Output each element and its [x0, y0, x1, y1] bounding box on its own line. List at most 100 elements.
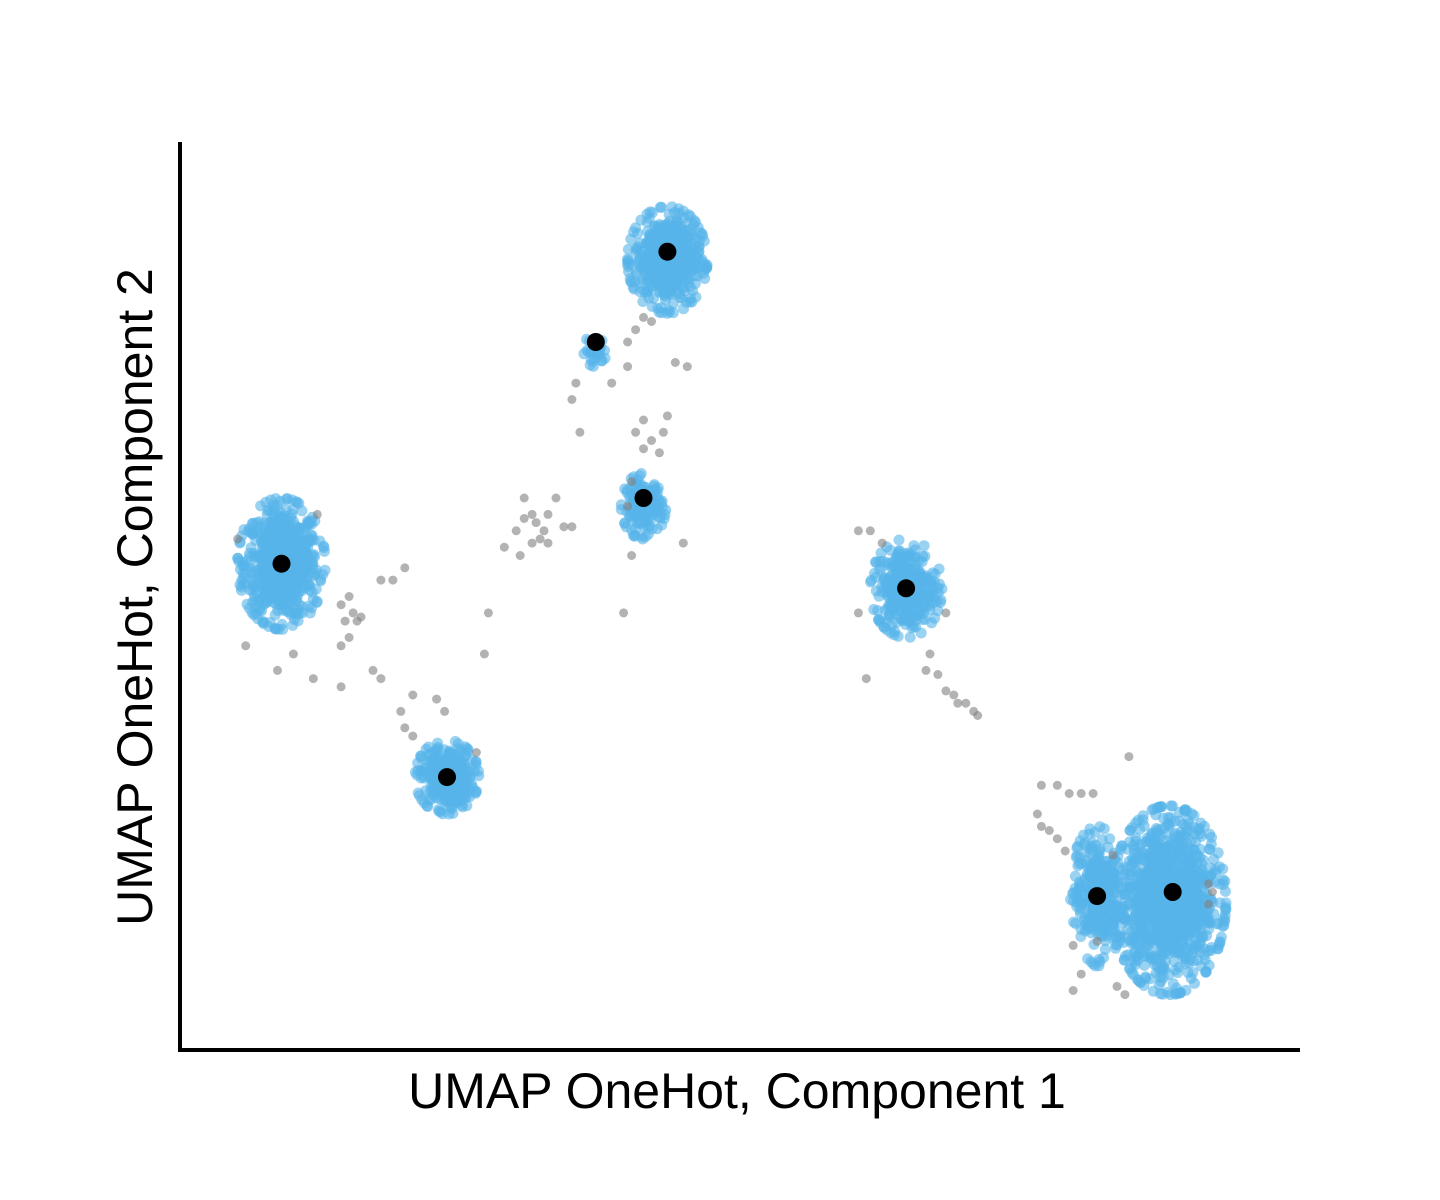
cluster-6-point [904, 631, 916, 643]
cluster-8-point [1208, 853, 1220, 865]
cluster-5-point [635, 261, 646, 273]
cluster-1-point [296, 505, 308, 517]
cluster-8-point [1187, 967, 1199, 978]
noise-point [925, 649, 935, 659]
cluster-8-point [1107, 877, 1119, 889]
cluster-4-point [637, 533, 649, 545]
cluster-8-point [1168, 955, 1180, 967]
cluster-1-point [311, 596, 323, 607]
cluster-1-point [305, 567, 316, 579]
noise-point [368, 665, 378, 675]
cluster-2-point [421, 800, 433, 812]
noise-point [678, 538, 688, 548]
noise-point [1068, 940, 1078, 950]
cluster-5-point [658, 266, 670, 278]
noise-point [658, 427, 668, 437]
noise-point [1076, 789, 1086, 798]
noise-point [519, 514, 529, 523]
cluster-8-point [1126, 967, 1138, 979]
cluster-5-point [630, 222, 641, 234]
cluster-1-point [305, 529, 317, 541]
cluster-8-point [1153, 979, 1165, 991]
noise-point [953, 698, 963, 708]
cluster-6-point [926, 581, 938, 593]
cluster-1-point [253, 603, 265, 615]
cluster-5-point [643, 292, 655, 304]
cluster-8-point [1206, 942, 1218, 953]
noise-point [348, 608, 358, 618]
cluster-7-point [1089, 826, 1101, 838]
cluster-8-point [1181, 928, 1193, 940]
cluster-1-point [268, 525, 280, 537]
noise-point [511, 526, 521, 536]
cluster-1-point [292, 544, 304, 556]
cluster-8-point [1165, 928, 1177, 940]
cluster-1-point [274, 506, 286, 518]
cluster-6-point [876, 562, 888, 574]
cluster-8-point [1191, 871, 1202, 883]
cluster-8-point [1205, 869, 1217, 880]
noise-point [567, 522, 577, 532]
cluster-2-point [442, 787, 453, 799]
cluster-8-point [1172, 967, 1184, 979]
cluster-7-point [1069, 870, 1081, 882]
noise-point [408, 690, 418, 700]
cluster-8-point [1170, 936, 1182, 948]
cluster-6-point [935, 594, 947, 606]
cluster-2-point [458, 773, 470, 785]
noise-point [877, 538, 887, 548]
noise-point [288, 649, 298, 659]
cluster-8-point [1177, 871, 1189, 883]
noise-point [1036, 780, 1046, 790]
cluster-4-point [659, 509, 671, 521]
centroid-marker-3 [586, 333, 605, 351]
noise-point [865, 526, 875, 536]
centroid-marker-1 [272, 554, 291, 573]
noise-point [647, 317, 656, 326]
cluster-7-point [1092, 928, 1104, 940]
cluster-8-point [1129, 848, 1141, 860]
cluster-7-point [1075, 923, 1087, 935]
noise-point [1052, 780, 1062, 790]
cluster-8-point [1154, 988, 1166, 1000]
cluster-1-point [319, 564, 331, 576]
cluster-3-point [596, 355, 608, 367]
noise-point [340, 616, 350, 626]
cluster-8-point [1194, 843, 1206, 855]
cluster-8-point [1137, 946, 1149, 958]
noise-point [241, 641, 251, 651]
noise-point [1204, 879, 1213, 889]
noise-point [344, 633, 354, 642]
cluster-8-point [1190, 922, 1202, 934]
centroid-markers-layer [272, 242, 1182, 906]
noise-point [1092, 936, 1102, 946]
cluster-5-point [664, 306, 676, 318]
noise-point [1108, 850, 1118, 860]
cluster-6-point [888, 629, 900, 641]
noise-point [479, 649, 489, 659]
noise-point [567, 395, 577, 404]
cluster-4-point [651, 523, 663, 535]
noise-point [400, 563, 410, 573]
noise-point [647, 436, 656, 445]
noise-point [531, 518, 541, 528]
cluster-2-point [461, 746, 473, 758]
cluster-8-point [1115, 843, 1126, 855]
cluster-1-point [304, 584, 316, 596]
cluster-5-point [635, 214, 647, 226]
noise-point [1032, 809, 1042, 819]
cluster-8-point [1124, 825, 1136, 836]
cluster-8-point [1124, 935, 1136, 947]
cluster-6-point [936, 583, 948, 595]
noise-point [471, 748, 481, 757]
noise-point [1112, 981, 1122, 991]
cluster-5-point [632, 241, 644, 253]
cluster-6-point [872, 605, 884, 617]
cluster-5-point [653, 306, 665, 318]
cluster-7-point [1080, 858, 1092, 870]
cluster-8-point [1140, 935, 1152, 947]
cluster-2-point [446, 803, 458, 815]
cluster-7-point [1073, 881, 1085, 893]
cluster-8-point [1139, 905, 1151, 917]
cluster-6-point [872, 614, 884, 625]
